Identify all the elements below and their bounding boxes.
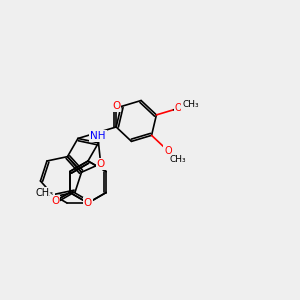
Text: O: O <box>164 146 172 156</box>
Text: NH: NH <box>90 131 106 141</box>
Text: O: O <box>175 103 182 113</box>
Text: O: O <box>51 196 59 206</box>
Text: CH₃: CH₃ <box>182 100 199 109</box>
Text: O: O <box>112 101 120 111</box>
Text: CH₃: CH₃ <box>36 188 54 197</box>
Text: O: O <box>84 198 92 208</box>
Text: O: O <box>97 159 105 169</box>
Text: CH₃: CH₃ <box>169 155 186 164</box>
